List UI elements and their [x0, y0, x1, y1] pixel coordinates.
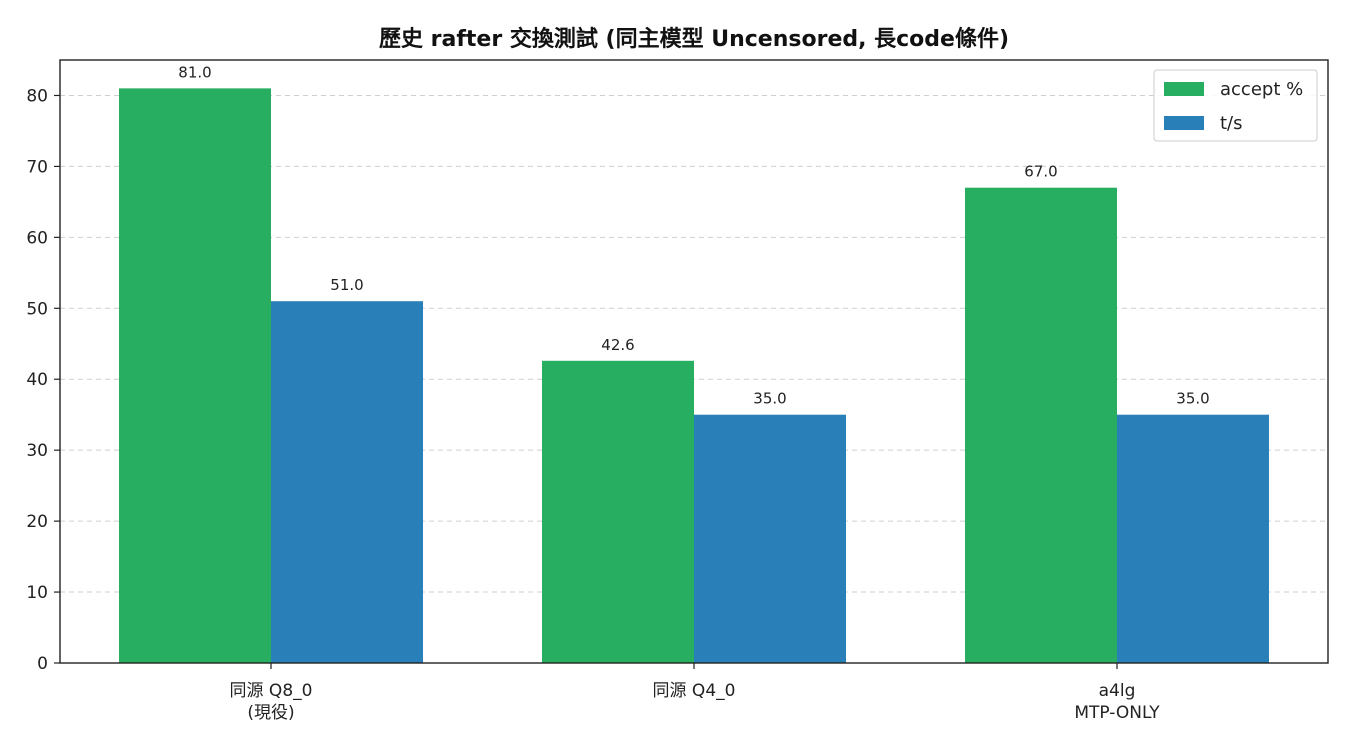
legend-label-ts: t/s	[1220, 113, 1243, 134]
y-tick-label: 70	[26, 157, 48, 177]
data-label: 51.0	[330, 276, 363, 294]
bar	[271, 301, 423, 663]
x-tick-label: 同源 Q4_0	[653, 681, 736, 701]
y-tick-label: 60	[26, 228, 48, 248]
bars	[119, 88, 1269, 664]
legend-swatch-accept	[1164, 82, 1204, 96]
data-label: 81.0	[178, 63, 211, 81]
bar	[965, 187, 1117, 663]
x-tick-label: a4lg	[1099, 681, 1136, 701]
y-tick-label: 50	[26, 299, 48, 319]
y-tick-label: 80	[26, 86, 48, 106]
bar	[119, 88, 271, 664]
legend-label-accept: accept %	[1220, 79, 1303, 100]
bar	[694, 414, 846, 663]
data-label: 42.6	[601, 336, 634, 354]
data-label: 35.0	[1176, 390, 1209, 408]
x-tick-label: MTP-ONLY	[1074, 703, 1160, 723]
x-tick-label: 同源 Q8_0	[230, 681, 313, 701]
y-tick-label: 0	[37, 654, 48, 674]
chart-title: 歷史 rafter 交換測試 (同主模型 Uncensored, 長code條件…	[379, 26, 1009, 52]
legend-swatch-ts	[1164, 116, 1204, 130]
y-tick-label: 10	[26, 583, 48, 603]
bar	[1117, 414, 1269, 663]
data-label: 67.0	[1024, 163, 1057, 181]
y-tick-label: 30	[26, 441, 48, 461]
y-axis-ticks: 0 10 20 30 40 50 60 70 80	[26, 86, 60, 674]
data-label: 35.0	[753, 390, 786, 408]
y-tick-label: 20	[26, 512, 48, 532]
data-labels: 81.0 51.0 42.6 35.0 67.0 35.0	[178, 63, 1209, 407]
y-tick-label: 40	[26, 370, 48, 390]
bar	[542, 360, 694, 663]
x-tick-label: (現役)	[247, 703, 294, 723]
legend: accept % t/s	[1153, 69, 1318, 142]
